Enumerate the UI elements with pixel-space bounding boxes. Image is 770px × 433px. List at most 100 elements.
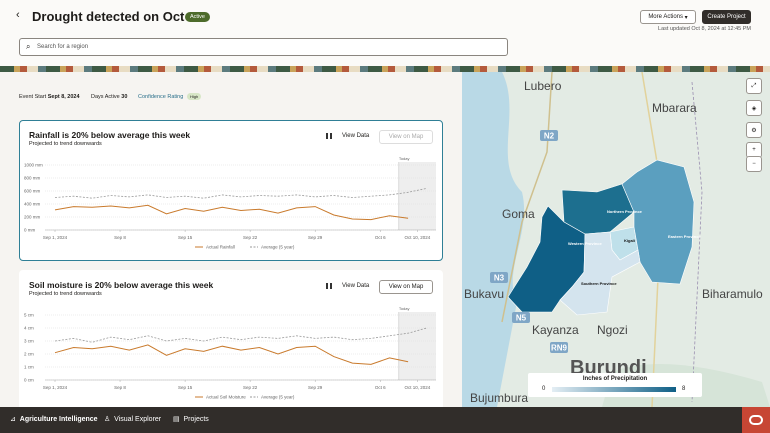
- status-badge: Active: [185, 12, 210, 22]
- x-tick-label: Sep 15: [178, 235, 193, 240]
- y-tick-label: 400 mm: [24, 202, 41, 207]
- x-tick-label: Sep 29: [308, 235, 323, 240]
- series-line: [55, 328, 427, 342]
- place-label: Bujumbura: [470, 391, 528, 405]
- nav-visual-label: Visual Explorer: [114, 416, 161, 423]
- card-title: Soil moisture is 20% below average this …: [29, 280, 213, 290]
- search-placeholder: Search for a region: [37, 44, 88, 50]
- place-label: Biharamulo: [702, 287, 763, 301]
- days-active: Days Active 30: [91, 94, 127, 100]
- road-label: N3: [494, 274, 505, 283]
- confidence-badge: High: [187, 93, 201, 100]
- legend-min: 0: [542, 386, 545, 392]
- logo-mark: [749, 415, 763, 425]
- y-tick-label: 0 cm: [24, 378, 34, 383]
- place-label: Lubero: [524, 79, 562, 93]
- more-actions-label: More Actions: [648, 14, 683, 20]
- view-on-map[interactable]: View on Map: [379, 280, 433, 294]
- nav-agri-label: Agriculture Intelligence: [20, 416, 98, 423]
- page-title: Drought detected on Oct 10: [32, 9, 202, 24]
- legend-label: Average (5 year): [261, 395, 295, 400]
- last-updated: Last updated Oct 8, 2024 at 12:45 PM: [600, 26, 751, 32]
- series-line: [55, 188, 427, 198]
- line-chart: Today 0 cm 1 cm 2 cm 3 cm 4 cm 5 cm Sep 1, 2024…: [20, 305, 440, 405]
- card-title: Rainfall is 20% below average this week: [29, 130, 190, 140]
- confidence-label: Confidence Rating: [138, 94, 183, 100]
- place-label: Mbarara: [652, 101, 697, 115]
- x-tick-label: Sep 15: [178, 385, 193, 390]
- event-start: Event Start Sept 8, 2024: [19, 94, 80, 100]
- x-tick-label: Oct 6: [375, 385, 386, 390]
- province-label: Western Province: [568, 241, 602, 246]
- days-active-label: Days Active: [91, 94, 120, 100]
- search-icon: ⌕: [26, 42, 30, 52]
- layers[interactable]: ◈: [746, 100, 762, 116]
- brand-logo[interactable]: [742, 407, 770, 433]
- place-label: Ngozi: [597, 323, 628, 337]
- more-actions[interactable]: More Actions ▾: [640, 10, 696, 24]
- province-label: Southern Province: [581, 281, 617, 286]
- nav-agri[interactable]: ⊿ Agriculture Intelligence: [10, 415, 98, 423]
- map-legend: Inches of Precipitation 0 8: [528, 373, 702, 397]
- y-tick-label: 0 mm: [24, 228, 36, 233]
- nav-visual[interactable]: ♙ Visual Explorer: [104, 415, 161, 423]
- event-start-label: Event Start: [19, 94, 46, 100]
- x-tick-label: Sep 1, 2024: [43, 235, 68, 240]
- y-tick-label: 800 mm: [24, 176, 41, 181]
- x-tick-label: Oct 6: [375, 235, 386, 240]
- road-label: N2: [544, 132, 555, 141]
- map[interactable]: LuberoMbararaGomaBukavuKayanzaNgoziBurun…: [462, 72, 770, 407]
- x-tick-label: Oct 10, 2024: [405, 235, 431, 240]
- today-shade: [399, 162, 436, 230]
- y-tick-label: 200 mm: [24, 215, 41, 220]
- card-subtitle: Projected to trend downwards: [29, 291, 102, 297]
- x-tick-label: Sep 22: [243, 235, 258, 240]
- card-subtitle: Projected to trend downwards: [29, 141, 102, 147]
- y-tick-label: 5 cm: [24, 313, 34, 318]
- today-label: Today: [399, 306, 410, 311]
- x-tick-label: Oct 10, 2024: [405, 385, 431, 390]
- legend-title: Inches of Precipitation: [528, 376, 702, 382]
- search-box[interactable]: ⌕ Search for a region: [19, 38, 508, 56]
- view-data[interactable]: View Data: [326, 283, 369, 289]
- days-active-value: 30: [121, 94, 127, 100]
- settings[interactable]: ⚙: [746, 122, 762, 138]
- x-tick-label: Sep 1, 2024: [43, 385, 68, 390]
- line-chart: Today 0 mm 200 mm 400 mm 600 mm 800 mm 1000 mm…: [20, 155, 440, 255]
- view-on-map[interactable]: View on Map: [379, 130, 433, 144]
- view-data[interactable]: View Data: [326, 133, 369, 139]
- x-tick-label: Sep 29: [308, 385, 323, 390]
- y-tick-label: 2 cm: [24, 352, 34, 357]
- legend-label: Actual Soil Moisture: [206, 395, 246, 400]
- y-tick-label: 600 mm: [24, 189, 41, 194]
- legend-max: 8: [682, 386, 685, 392]
- map-canvas: LuberoMbararaGomaBukavuKayanzaNgoziBurun…: [462, 72, 770, 407]
- y-tick-label: 3 cm: [24, 339, 34, 344]
- province-label: Kigali: [624, 238, 635, 243]
- road-label: RN9: [551, 344, 568, 353]
- y-tick-label: 1 cm: [24, 365, 34, 370]
- series-line: [55, 345, 408, 365]
- province-label: Northern Province: [607, 209, 643, 214]
- legend-label: Actual Rainfall: [206, 245, 235, 250]
- create-project[interactable]: Create Project: [702, 10, 751, 24]
- series-line: [55, 205, 408, 219]
- back[interactable]: ‹: [16, 9, 20, 21]
- event-start-value: Sept 8, 2024: [48, 94, 80, 100]
- x-tick-label: Sep 22: [243, 385, 258, 390]
- nav-projects-label: Projects: [184, 416, 209, 423]
- place-label: Bukavu: [464, 287, 504, 301]
- x-tick-label: Sep 8: [114, 385, 126, 390]
- road-label: N5: [516, 314, 527, 323]
- place-label: Kayanza: [532, 323, 579, 337]
- today-label: Today: [399, 156, 410, 161]
- y-tick-label: 1000 mm: [24, 163, 43, 168]
- fullscreen[interactable]: ⤢: [746, 78, 762, 94]
- legend-label: Average (5 year): [261, 245, 295, 250]
- y-tick-label: 4 cm: [24, 326, 34, 331]
- nav-projects[interactable]: ▤ Projects: [173, 415, 209, 423]
- zoom-out[interactable]: −: [746, 156, 762, 172]
- province-label: Eastern Province: [668, 234, 701, 239]
- place-label: Goma: [502, 207, 535, 221]
